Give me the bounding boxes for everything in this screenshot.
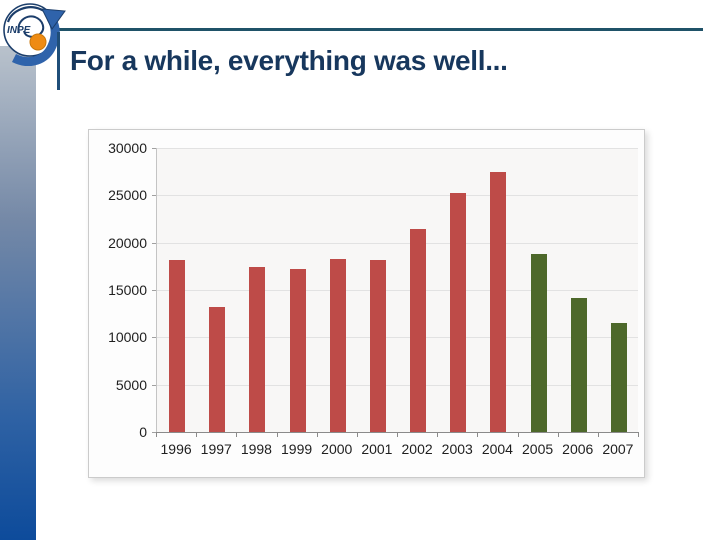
y-gridline bbox=[157, 242, 638, 244]
bar bbox=[410, 229, 427, 432]
bar bbox=[209, 306, 226, 432]
y-axis-tick bbox=[152, 242, 156, 244]
logo-arrowhead bbox=[41, 8, 66, 30]
left-gradient-bar bbox=[0, 46, 36, 540]
title-block: For a while, everything was well... bbox=[57, 32, 508, 90]
x-axis-tick bbox=[477, 432, 479, 437]
bar bbox=[450, 192, 467, 432]
x-axis-tick bbox=[517, 432, 519, 437]
x-axis-label: 2005 bbox=[522, 441, 554, 457]
y-axis-label: 30000 bbox=[108, 140, 147, 156]
bar bbox=[289, 268, 306, 432]
x-axis-label: 1997 bbox=[200, 441, 232, 457]
bar bbox=[530, 253, 547, 432]
bar bbox=[570, 298, 587, 432]
y-axis-tick bbox=[152, 337, 156, 339]
x-axis-label: 2004 bbox=[481, 441, 513, 457]
x-axis-tick bbox=[597, 432, 599, 437]
logo-orange-ball bbox=[29, 33, 47, 51]
top-rule bbox=[55, 28, 703, 31]
logo-swirl-inner bbox=[17, 15, 45, 38]
x-axis-label: 1999 bbox=[281, 441, 313, 457]
x-axis-tick bbox=[356, 432, 358, 437]
x-axis-tick bbox=[156, 432, 157, 437]
y-axis-label: 20000 bbox=[108, 234, 147, 251]
bar bbox=[169, 260, 186, 432]
bar bbox=[329, 259, 346, 432]
x-axis-tick bbox=[316, 432, 318, 437]
bar bbox=[369, 260, 386, 432]
y-axis-label: 0 bbox=[139, 424, 147, 440]
y-axis-label: 25000 bbox=[108, 187, 147, 204]
x-axis-tick bbox=[276, 432, 278, 437]
x-axis-tick bbox=[236, 432, 238, 437]
y-axis-tick bbox=[152, 195, 156, 197]
x-axis-label: 2000 bbox=[321, 441, 353, 457]
y-axis-label: 10000 bbox=[108, 329, 147, 346]
y-axis-tick bbox=[152, 432, 156, 433]
page-title: For a while, everything was well... bbox=[70, 45, 508, 76]
y-axis-tick bbox=[152, 290, 156, 291]
y-axis-label: 15000 bbox=[108, 282, 147, 298]
x-axis-tick bbox=[638, 432, 639, 437]
x-axis-tick bbox=[557, 432, 559, 437]
x-axis-tick bbox=[196, 432, 198, 437]
x-axis-label: 2003 bbox=[441, 441, 473, 457]
bar bbox=[249, 267, 266, 432]
x-axis-label: 2001 bbox=[361, 441, 393, 457]
x-axis-label: 2007 bbox=[602, 441, 634, 457]
bar bbox=[490, 172, 507, 432]
y-axis-label: 5000 bbox=[115, 376, 147, 393]
y-gridline bbox=[157, 384, 638, 386]
x-axis-label: 1996 bbox=[160, 441, 192, 457]
y-gridline bbox=[157, 195, 638, 197]
y-gridline bbox=[157, 337, 638, 339]
x-axis-tick bbox=[437, 432, 439, 437]
chart-card: 30000 25000 20000 15000 10000 5000 0 1996 1997 19… bbox=[88, 129, 645, 478]
plot-area bbox=[156, 148, 638, 433]
y-gridline bbox=[157, 148, 638, 149]
bar bbox=[610, 322, 627, 432]
y-axis-tick bbox=[152, 384, 156, 386]
x-axis-label: 1998 bbox=[240, 441, 272, 457]
x-axis-label: 2002 bbox=[401, 441, 433, 457]
x-axis-tick bbox=[397, 432, 398, 437]
inpe-logo: INPE bbox=[3, 3, 66, 66]
y-gridline bbox=[157, 290, 638, 291]
logo-inpe-text: INPE bbox=[7, 25, 31, 36]
y-axis-tick bbox=[152, 148, 156, 149]
x-axis-label: 2006 bbox=[562, 441, 594, 457]
